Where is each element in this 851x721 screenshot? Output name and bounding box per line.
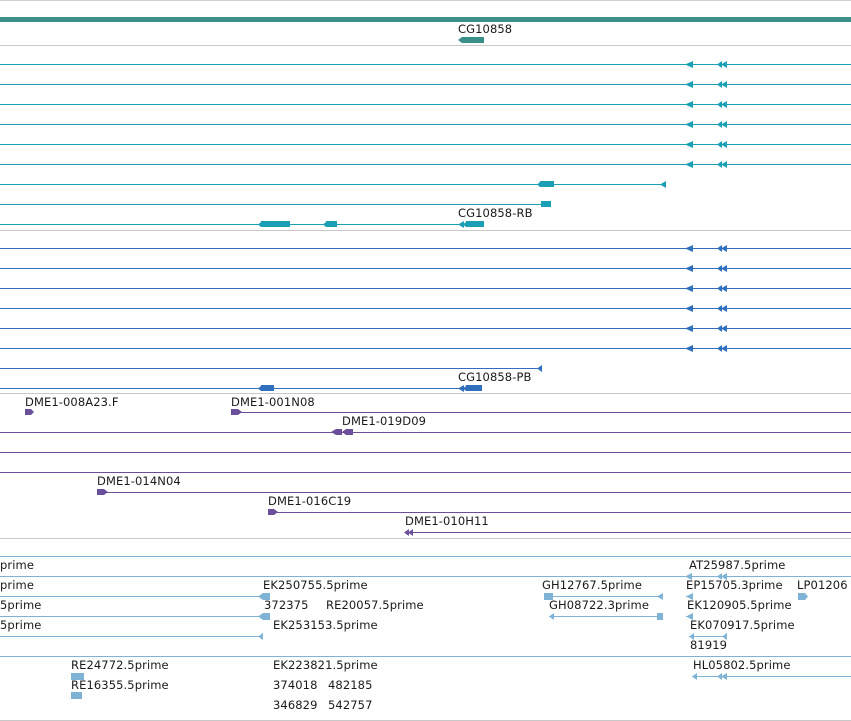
bac-feature[interactable] [231, 409, 851, 415]
est-block[interactable] [71, 673, 84, 680]
est-label[interactable]: 482185 [328, 678, 373, 692]
gene-span-bar[interactable] [0, 17, 851, 22]
est-block [258, 613, 270, 620]
gene-exon[interactable] [462, 37, 484, 43]
est-label[interactable]: 5prime [0, 598, 42, 612]
transcript-row[interactable] [0, 141, 851, 148]
est-arrow [717, 573, 722, 580]
est-label[interactable]: 5prime [0, 618, 42, 632]
transcript-label-rb[interactable]: CG10858-RB [458, 206, 533, 220]
transcript-row[interactable] [0, 181, 666, 188]
transcript-row[interactable] [0, 245, 851, 252]
est-arrow [686, 613, 693, 620]
transcript-row[interactable] [0, 81, 851, 88]
est-block [544, 593, 553, 600]
gene-label[interactable]: CG10858 [458, 22, 513, 36]
est-label[interactable]: 372375 [264, 598, 309, 612]
est-label[interactable]: prime [0, 558, 35, 572]
est-label[interactable]: GH08722.3prime [549, 598, 650, 612]
est-arrow [721, 673, 727, 680]
est-label[interactable]: HL05802.5prime [693, 658, 791, 672]
est-label[interactable]: RE20057.5prime [326, 598, 424, 612]
bac-label[interactable]: DME1-016C19 [268, 494, 352, 508]
transcript-label-pb[interactable]: CG10858-PB [458, 370, 532, 384]
est-label[interactable]: RE24772.5prime [71, 658, 169, 672]
est-label[interactable]: 81919 [690, 638, 728, 652]
est-arrow [692, 673, 697, 680]
est-label[interactable]: EK253153.5prime [273, 618, 378, 632]
est-arrow [685, 573, 692, 580]
est-label[interactable]: EK120905.5prime [687, 598, 792, 612]
est-label[interactable]: EK250755.5prime [263, 578, 368, 592]
est-label[interactable]: prime [0, 578, 35, 592]
bac-feature[interactable] [97, 489, 851, 495]
est-label[interactable]: RE16355.5prime [71, 678, 169, 692]
est-arrow [689, 633, 694, 640]
est-label[interactable]: GH12767.5prime [542, 578, 643, 592]
transcript-track-rb [0, 61, 851, 231]
bac-label[interactable]: DME1-010H11 [405, 514, 489, 528]
bac-feature[interactable] [404, 529, 851, 536]
est-arrow [657, 593, 663, 600]
transcript-row[interactable] [0, 61, 851, 68]
est-arrow [258, 633, 263, 640]
est-label[interactable]: 346829 [273, 698, 318, 712]
gene-track [0, 17, 851, 46]
bac-label[interactable]: DME1-001N08 [231, 395, 315, 409]
est-block [258, 593, 270, 600]
est-label[interactable]: EP15705.3prime [686, 578, 783, 592]
est-label[interactable]: AT25987.5prime [689, 558, 786, 572]
est-label[interactable]: EK223821.5prime [273, 658, 378, 672]
transcript-row[interactable] [0, 265, 851, 272]
bac-label[interactable]: DME1-019D09 [342, 414, 427, 428]
est-label[interactable]: 542757 [328, 698, 373, 712]
transcript-row[interactable] [0, 101, 851, 108]
bac-feature[interactable] [0, 429, 851, 435]
transcript-row[interactable] [0, 325, 851, 332]
est-label[interactable]: 374018 [273, 678, 318, 692]
gene-strand-arrow [458, 37, 462, 43]
transcript-row[interactable] [0, 161, 851, 168]
bac-end-track [0, 409, 851, 539]
est-label[interactable]: EK070917.5prime [690, 618, 795, 632]
bac-label[interactable]: DME1-008A23.F [25, 395, 119, 409]
est-arrow [549, 613, 554, 620]
est-arrow [717, 673, 722, 680]
transcript-row[interactable] [0, 201, 551, 207]
transcript-row[interactable] [0, 365, 542, 372]
est-arrow [686, 593, 693, 600]
transcript-row[interactable] [0, 285, 851, 292]
est-label[interactable]: LP01206 [797, 578, 848, 592]
est-block[interactable] [71, 692, 82, 699]
bac-label[interactable]: DME1-014N04 [97, 474, 181, 488]
bac-feature[interactable] [268, 509, 851, 515]
est-block [657, 613, 663, 620]
bac-feature[interactable] [25, 409, 34, 415]
transcript-row[interactable] [0, 345, 851, 352]
est-arrow [722, 633, 727, 640]
est-arrow [721, 573, 727, 580]
est-arrow [798, 593, 808, 600]
transcript-track-pb [0, 245, 851, 394]
transcript-row[interactable] [0, 385, 482, 392]
transcript-row[interactable] [0, 305, 851, 312]
transcript-row[interactable] [0, 121, 851, 128]
transcript-row[interactable] [0, 221, 484, 228]
